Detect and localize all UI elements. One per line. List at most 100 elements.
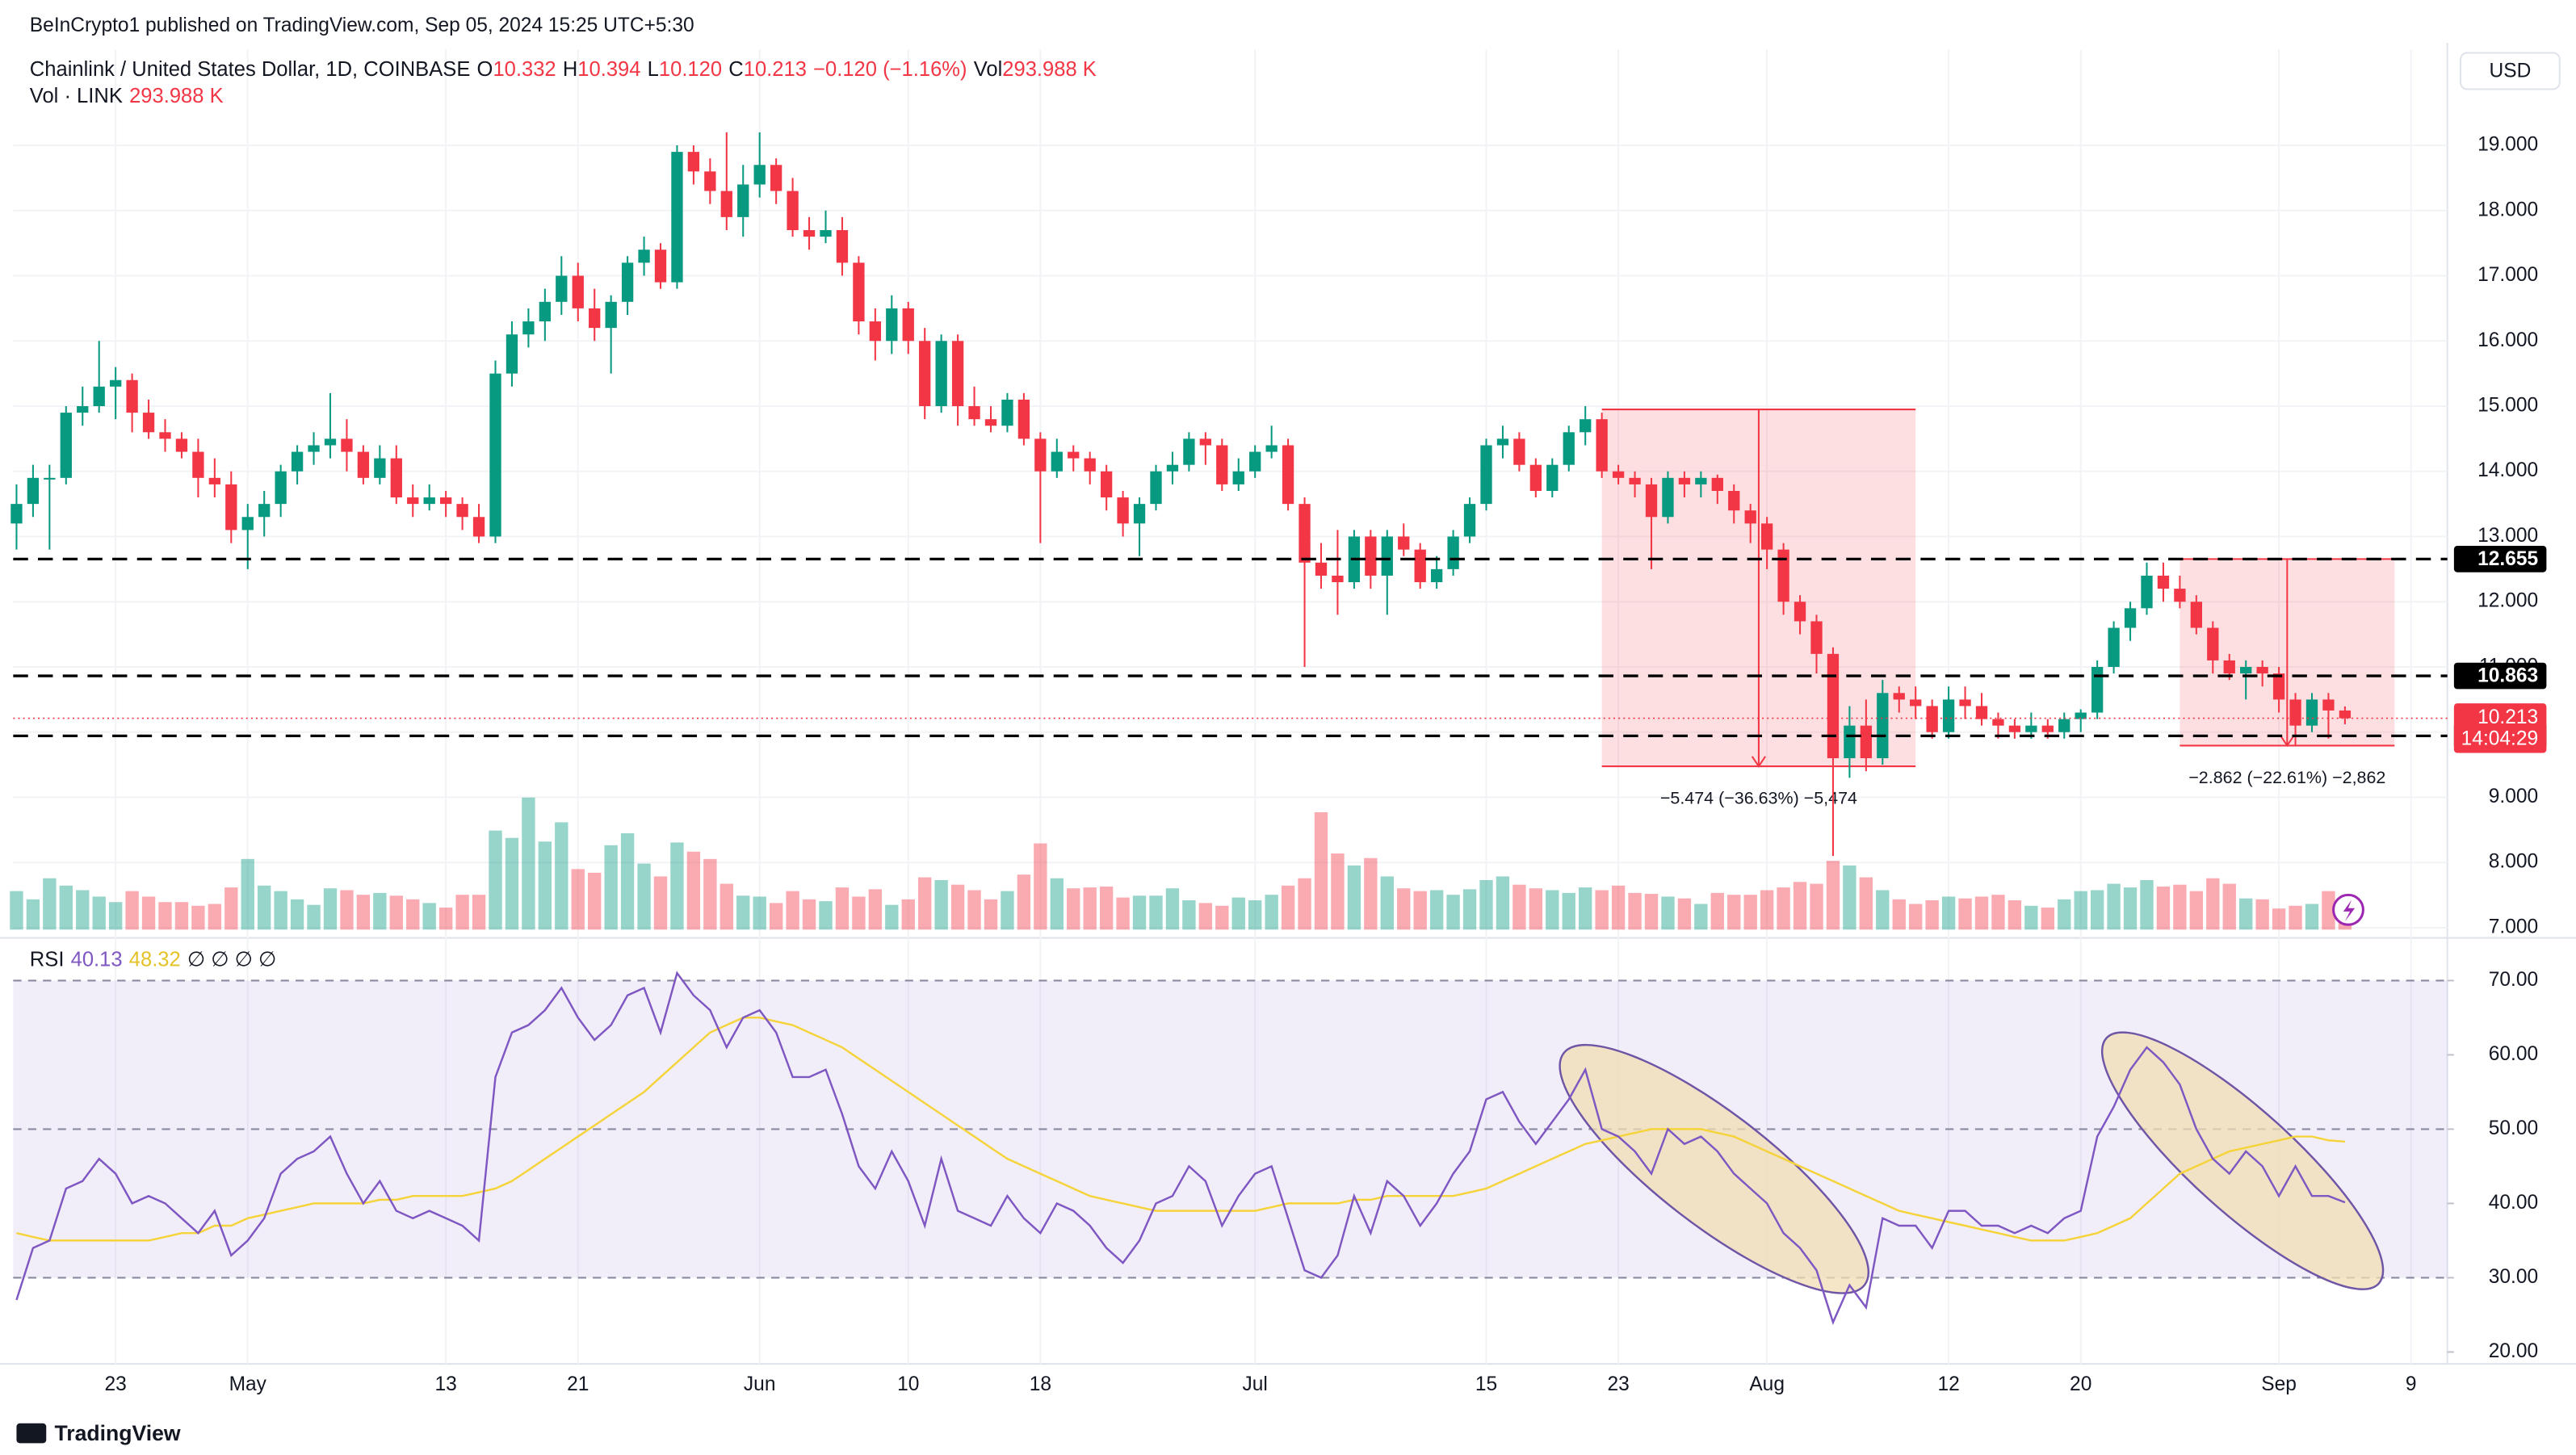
volume-bar	[1298, 878, 1311, 930]
ohlc-value: 10.120	[658, 57, 723, 82]
candle-body	[1942, 699, 1955, 732]
candle-body	[275, 471, 287, 505]
candle-body	[1893, 693, 1905, 700]
candle-body	[60, 413, 72, 478]
volume-bar	[1925, 899, 1939, 930]
currency-box[interactable]	[2460, 52, 2561, 90]
volume-bar	[769, 903, 783, 930]
currency[interactable]: USD	[2490, 60, 2532, 82]
candle-body	[935, 341, 947, 407]
volume-bar	[1810, 883, 1823, 930]
volume-bar	[753, 896, 766, 930]
candle-body	[1910, 699, 1922, 707]
volume-bar	[2041, 908, 2054, 930]
candle-body	[2272, 673, 2285, 700]
candle-body	[1810, 621, 1823, 654]
volume-bar	[1034, 843, 1047, 930]
candle-body	[1365, 536, 1377, 576]
candle-body	[1827, 653, 1840, 759]
volume-bar	[26, 899, 40, 930]
rsi-legend: RSI 40.13 48.32 ∅ ∅ ∅ ∅	[30, 946, 277, 971]
measure-label: −5.474 (−36.63%) −5,474	[1660, 789, 1857, 808]
rsi-name: RSI	[29, 947, 65, 971]
volume-bar	[340, 890, 354, 930]
volume-bar	[802, 899, 816, 930]
volume-bar	[703, 858, 717, 930]
rsi-tick-label: 20.00	[2489, 1340, 2538, 1362]
candle-body	[2305, 699, 2318, 726]
volume-bar	[1347, 865, 1361, 930]
volume-bar	[1413, 891, 1427, 930]
volume-bar	[258, 885, 271, 930]
volume-bar	[59, 885, 73, 930]
volume-bar	[323, 888, 338, 930]
volume-bar	[2074, 891, 2087, 930]
candle-body	[1645, 484, 1658, 518]
volume-bar	[1067, 888, 1080, 930]
candle-body	[605, 301, 617, 329]
volume-bar	[1859, 877, 1873, 930]
candle-body	[1844, 725, 1856, 759]
publisher: BeInCrypto1 published on TradingView.com…	[29, 13, 694, 36]
candle-body	[506, 334, 518, 374]
volume-bar	[918, 877, 932, 930]
volume-bar	[1248, 899, 1262, 930]
volume-bar	[555, 822, 568, 930]
ohlc-value: 10.213	[743, 57, 807, 82]
volume-bar	[43, 878, 57, 930]
candle-body	[1744, 510, 1756, 524]
candle-body	[654, 249, 667, 283]
candle-body	[1777, 549, 1789, 602]
y-tick-label: 13.000	[2477, 525, 2538, 547]
candle-body	[225, 484, 237, 530]
x-tick-label: Aug	[1749, 1373, 1785, 1395]
candle-body	[1117, 497, 1129, 524]
rsi-tick-label: 70.00	[2489, 969, 2538, 991]
volume-bar	[1843, 865, 1856, 930]
volume-bar	[1595, 890, 1609, 930]
change: −0.120 (−1.16%)	[813, 57, 967, 82]
candle-body	[1728, 490, 1740, 511]
candle-body	[1150, 471, 1162, 505]
candle-body	[1529, 464, 1542, 491]
alert-bolt	[2343, 899, 2356, 922]
volume-bar	[224, 887, 238, 930]
volume-bar	[1991, 895, 2005, 930]
candle-body	[2008, 725, 2021, 732]
candle-body	[1249, 451, 1261, 472]
vol-key: Vol	[973, 57, 1003, 82]
volume-bar	[686, 851, 701, 930]
volume-bar	[1397, 888, 1411, 930]
candle-body	[572, 275, 584, 308]
measure-label: −2.862 (−22.61%) −2,862	[2188, 768, 2385, 787]
candle-body	[1034, 438, 1047, 472]
x-tick-label: 20	[2070, 1373, 2091, 1395]
x-tick-label: Jul	[1243, 1373, 1268, 1395]
x-tick-label: Sep	[2261, 1373, 2297, 1395]
candle-body	[2322, 699, 2335, 711]
ohlc-key: C	[728, 57, 744, 82]
volume-bar	[1446, 895, 1460, 930]
candle-body	[2058, 719, 2070, 732]
volume-bar	[422, 903, 436, 930]
candle-body	[175, 438, 188, 452]
candle-body	[489, 373, 501, 537]
ohlc-key: H	[562, 57, 578, 82]
candle-body	[2240, 666, 2252, 674]
candle-body	[407, 497, 419, 505]
candle-body	[357, 451, 370, 478]
candle-body	[1001, 399, 1013, 426]
volume-bar	[2206, 878, 2220, 930]
volume-bar	[885, 904, 899, 930]
last-price-box	[2453, 703, 2547, 753]
volume-bar	[92, 896, 106, 930]
volume-bar	[720, 883, 733, 930]
x-tick-label: 15	[1475, 1373, 1497, 1395]
volume-bar	[1958, 898, 1972, 930]
candle-body	[1760, 523, 1773, 550]
candle-body	[77, 406, 89, 413]
candle-body	[720, 191, 732, 217]
candle-body	[2091, 666, 2104, 713]
x-tick-label: 13	[435, 1373, 457, 1395]
